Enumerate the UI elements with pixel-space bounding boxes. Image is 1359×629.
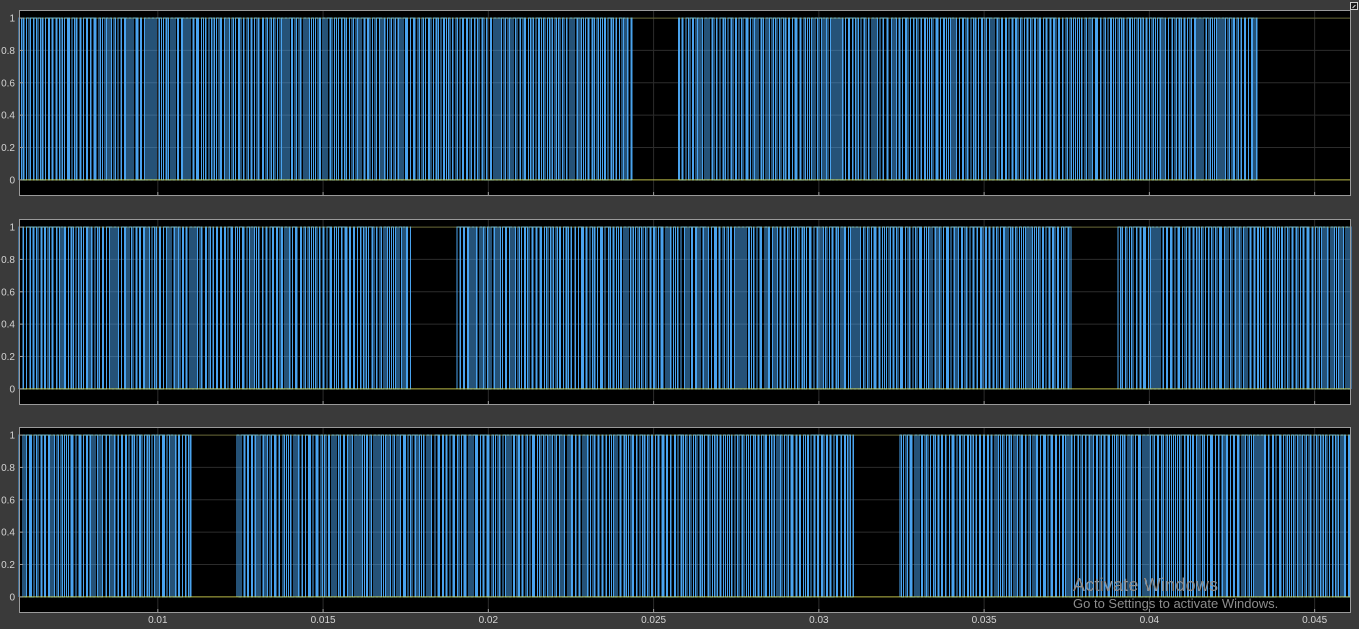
axes-frame	[19, 219, 1351, 405]
y-tick-label: 0.6	[1, 78, 15, 89]
x-tick-label: 0.02	[479, 615, 499, 626]
y-tick-label: 0.2	[1, 352, 15, 363]
y-tick-label: 0.8	[1, 46, 15, 57]
x-tick-label: 0.03	[809, 615, 829, 626]
x-tick-label: 0.035	[972, 615, 997, 626]
y-tick-label: 0.8	[1, 463, 15, 474]
y-tick-label: 0.2	[1, 560, 15, 571]
y-tick-label: 1	[9, 223, 15, 234]
y-tick-label: 0.2	[1, 143, 15, 154]
scope-axes-3[interactable]: 0 0.2 0.4 0.6 0.8 1 0.01 0.015 0.02 0.025 0.03 0.03…	[1, 427, 1351, 626]
x-tick-label: 0.025	[641, 615, 666, 626]
y-tick-label: 0.6	[1, 495, 15, 506]
axes-frame	[19, 10, 1351, 196]
y-tick-label: 1	[9, 431, 15, 442]
y-tick-label: 0.8	[1, 255, 15, 266]
x-tick-label: 0.045	[1302, 615, 1327, 626]
y-tick-label: 0	[9, 175, 15, 186]
x-tick-label: 0.01	[148, 615, 168, 626]
y-tick-label: 0.4	[1, 111, 15, 122]
y-tick-label: 0.4	[1, 528, 15, 539]
axes-frame	[19, 427, 1351, 613]
x-tick-label: 0.015	[311, 615, 336, 626]
scope-axes-2[interactable]: 0 0.2 0.4 0.6 0.8 1	[1, 219, 1352, 405]
y-tick-label: 0	[9, 384, 15, 395]
x-tick-label: 0.04	[1140, 615, 1160, 626]
y-tick-label: 1	[9, 14, 15, 25]
scope-axes-1[interactable]: 0 0.2 0.4 0.6 0.8 1	[1, 10, 1351, 196]
y-tick-label: 0	[9, 592, 15, 603]
y-tick-label: 0.4	[1, 320, 15, 331]
y-tick-label: 0.6	[1, 287, 15, 298]
undock-icon[interactable]	[1350, 2, 1358, 10]
